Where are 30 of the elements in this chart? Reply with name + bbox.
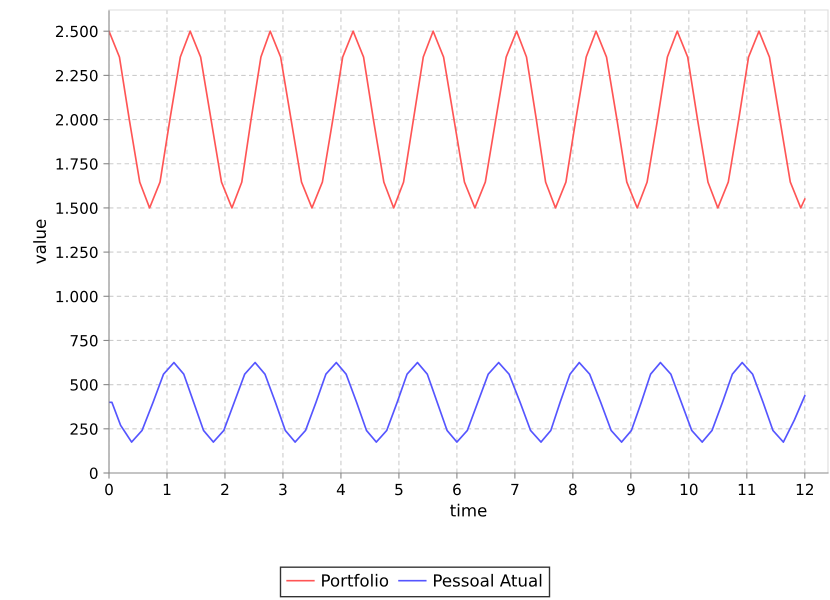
x-tick-label: 7 bbox=[511, 484, 518, 496]
y-tick-label: 500 bbox=[70, 379, 98, 391]
line-series bbox=[109, 362, 806, 443]
y-tick-label: 1.000 bbox=[56, 290, 98, 302]
x-tick-label: 4 bbox=[336, 484, 345, 496]
y-tick-label: 250 bbox=[70, 423, 98, 435]
y-tick-label: 2.000 bbox=[56, 114, 98, 126]
x-tick-label: 8 bbox=[569, 484, 577, 496]
legend-label: Portfolio bbox=[322, 574, 388, 587]
x-tick-label: 11 bbox=[738, 484, 756, 496]
x-tick-label: 1 bbox=[164, 484, 170, 496]
x-tick-label: 3 bbox=[279, 484, 287, 496]
y-axis-title: value bbox=[33, 220, 46, 264]
x-tick-label: 6 bbox=[453, 484, 461, 496]
y-tick-label: 1.750 bbox=[56, 158, 98, 170]
x-tick-label: 10 bbox=[680, 484, 698, 496]
x-tick-label: 2 bbox=[221, 484, 228, 496]
y-tick-label: 0 bbox=[90, 467, 98, 480]
y-tick-label: 2.250 bbox=[56, 70, 98, 82]
line-series bbox=[109, 30, 806, 209]
y-tick-label: 1.250 bbox=[56, 246, 98, 258]
y-tick-label: 1.500 bbox=[56, 202, 98, 214]
x-tick-label: 12 bbox=[796, 484, 813, 496]
x-tick-label: 0 bbox=[105, 484, 113, 496]
y-tick-label: 2.500 bbox=[56, 26, 98, 38]
x-tick-label: 5 bbox=[395, 484, 402, 496]
y-tick-label: 750 bbox=[70, 334, 98, 346]
legend-label: Pessoal Atual bbox=[434, 574, 542, 587]
x-tick-label: 9 bbox=[626, 484, 635, 496]
x-axis-title: time bbox=[450, 504, 486, 517]
